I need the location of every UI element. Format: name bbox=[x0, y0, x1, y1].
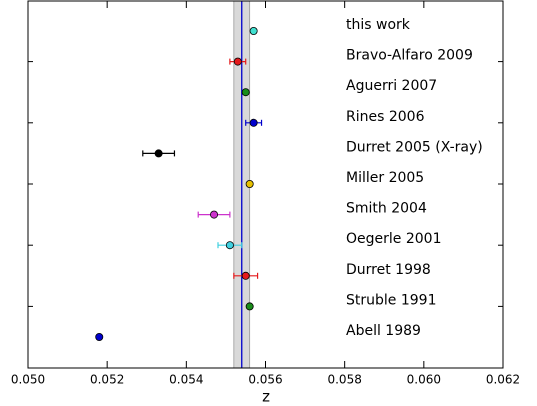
x-axis-label: z bbox=[262, 388, 270, 406]
category-label: Durret 2005 (X-ray) bbox=[346, 139, 483, 155]
x-tick-label: 0.060 bbox=[407, 373, 441, 387]
point bbox=[249, 118, 258, 127]
category-label: Abell 1989 bbox=[346, 323, 421, 339]
category-label: this work bbox=[346, 17, 411, 33]
point bbox=[225, 241, 234, 250]
category-label: Bravo-Alfaro 2009 bbox=[346, 48, 473, 64]
x-tick-label: 0.054 bbox=[169, 373, 203, 387]
category-label: Oegerle 2001 bbox=[346, 231, 441, 247]
category-label: Rines 2006 bbox=[346, 109, 425, 125]
category-label: Struble 1991 bbox=[346, 292, 436, 308]
category-label: Miller 2005 bbox=[346, 170, 424, 186]
point bbox=[241, 271, 250, 280]
x-tick-label: 0.062 bbox=[486, 373, 520, 387]
x-tick-label: 0.058 bbox=[327, 373, 361, 387]
point bbox=[245, 179, 254, 188]
point bbox=[245, 302, 254, 311]
x-tick-label: 0.052 bbox=[90, 373, 124, 387]
point bbox=[210, 210, 219, 219]
x-tick-label: 0.050 bbox=[11, 373, 45, 387]
point bbox=[241, 88, 250, 97]
point bbox=[249, 26, 258, 35]
x-tick-label: 0.056 bbox=[248, 373, 282, 387]
point bbox=[233, 57, 242, 66]
category-label: Smith 2004 bbox=[346, 201, 427, 217]
point bbox=[95, 332, 104, 341]
category-label: Aguerri 2007 bbox=[346, 78, 437, 94]
category-label: Durret 1998 bbox=[346, 262, 431, 278]
point bbox=[154, 149, 163, 158]
